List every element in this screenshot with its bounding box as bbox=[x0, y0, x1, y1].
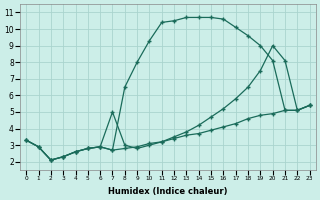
X-axis label: Humidex (Indice chaleur): Humidex (Indice chaleur) bbox=[108, 187, 228, 196]
